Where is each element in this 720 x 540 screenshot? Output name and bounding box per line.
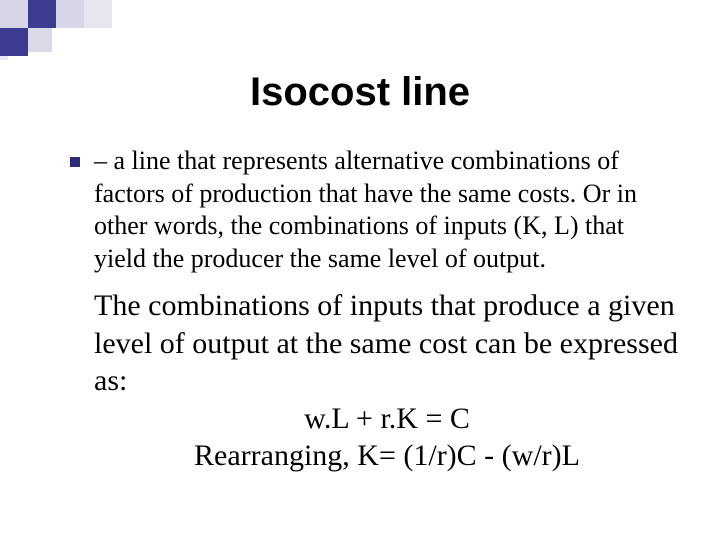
equation-2: Rearranging, K= (1/r)C - (w/r)L: [94, 437, 680, 475]
bullet-square-icon: [70, 157, 80, 167]
paragraph-intro: The combinations of inputs that produce …: [94, 289, 678, 397]
equation-1: w.L + r.K = C: [94, 400, 680, 438]
slide-title: Isocost line: [40, 70, 680, 115]
bullet-text: – a line that represents alternative com…: [94, 145, 680, 275]
body-paragraph: The combinations of inputs that produce …: [70, 287, 680, 475]
slide-content: Isocost line – a line that represents al…: [0, 0, 720, 540]
bullet-item: – a line that represents alternative com…: [70, 145, 680, 275]
